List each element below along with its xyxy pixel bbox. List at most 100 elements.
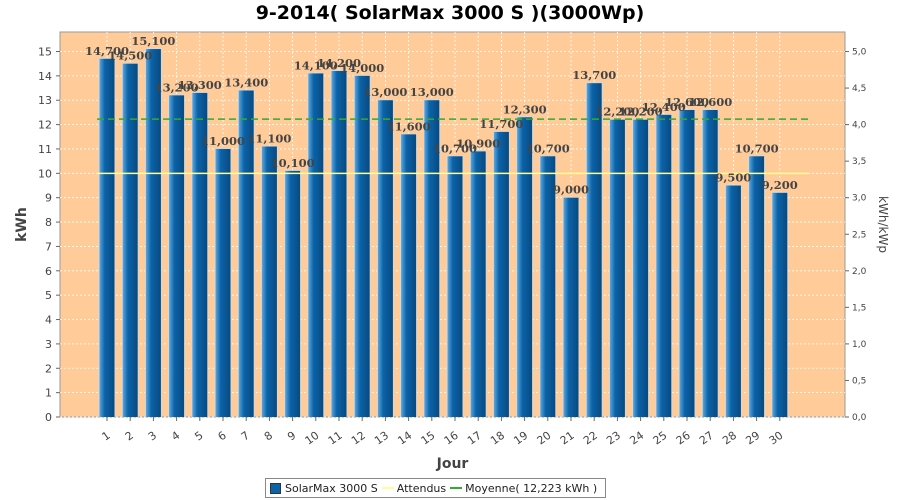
y-tick-label: 15	[38, 45, 52, 58]
y2-tick-label: 0,0	[852, 413, 867, 423]
x-tick-label: 7	[239, 429, 252, 444]
legend-label-production: SolarMax 3000 S	[285, 481, 378, 495]
bar	[424, 100, 440, 418]
bar-value-label: 10,700	[526, 141, 570, 155]
y2-axis-title: kWh/kWp	[876, 196, 890, 253]
y-tick-label: 12	[38, 119, 52, 132]
bar-value-label: 10,700	[735, 141, 779, 155]
x-tick-label: 12	[349, 429, 368, 448]
y-tick-label: 10	[38, 167, 52, 180]
x-tick-label: 20	[535, 429, 554, 448]
bar-value-label: 14,000	[340, 61, 384, 75]
y-tick-label: 3	[45, 338, 52, 351]
y2-tick-label: 1,5	[852, 303, 866, 313]
bar-value-label: 9,200	[762, 178, 798, 192]
x-tick-label: 29	[743, 429, 762, 448]
bar	[401, 134, 417, 417]
x-tick-label: 5	[192, 429, 205, 444]
bar-value-label: 13,700	[572, 68, 616, 82]
x-tick-label: 4	[169, 429, 182, 444]
y-tick-label: 1	[45, 387, 52, 400]
bar	[354, 75, 370, 418]
chart-title: 9-2014( SolarMax 3000 S )(3000Wp)	[255, 2, 645, 24]
bar-value-label: 9,000	[553, 183, 589, 197]
y-tick-label: 5	[45, 289, 52, 302]
bar-value-label: 13,300	[178, 78, 222, 92]
y-tick-label: 6	[45, 265, 52, 278]
bar-value-label: 9,500	[715, 171, 751, 185]
y-axis-title: kWh	[14, 207, 30, 242]
bar-value-label: 12,600	[688, 95, 732, 109]
x-tick-label: 2	[123, 429, 136, 444]
y-tick-label: 11	[38, 143, 52, 156]
bar	[493, 131, 509, 417]
x-tick-label: 9	[285, 429, 298, 444]
bar	[725, 185, 741, 417]
bar	[563, 197, 579, 417]
y2-tick-label: 3,5	[852, 157, 866, 167]
x-tick-label: 19	[511, 429, 530, 448]
bar	[261, 146, 277, 417]
bar-value-label: 12,200	[595, 105, 639, 119]
bar	[447, 156, 463, 417]
y2-tick-label: 1,0	[852, 340, 867, 350]
legend-item-moyenne: Moyenne( 12,223 kWh )	[450, 482, 597, 495]
bar-value-label: 15,100	[131, 34, 175, 48]
x-tick-label: 15	[419, 429, 438, 448]
bar-value-label: 12,300	[503, 102, 547, 116]
bar-value-label: 11,700	[479, 117, 523, 131]
bar-value-label: 10,900	[456, 136, 500, 150]
x-tick-label: 26	[674, 429, 693, 448]
bar-value-label: 13,400	[224, 75, 268, 89]
legend-label-moyenne: Moyenne( 12,223 kWh )	[465, 481, 598, 495]
y-tick-label: 4	[45, 314, 52, 327]
x-tick-label: 17	[465, 429, 484, 448]
bar-value-label: 12,600	[665, 95, 709, 109]
x-tick-label: 11	[326, 429, 345, 448]
x-tick-label: 8	[262, 429, 275, 444]
bar	[702, 109, 718, 418]
bar	[679, 109, 695, 418]
y2-tick-label: 5,0	[852, 48, 867, 58]
legend-moyenne-swatch	[450, 487, 463, 489]
legend-bar-swatch	[270, 482, 281, 494]
x-tick-label: 24	[627, 429, 646, 448]
bar-value-label: 12,200	[619, 105, 663, 119]
x-axis-title: Jour	[436, 456, 469, 472]
bar	[215, 148, 231, 417]
bar-value-label: 10,100	[271, 156, 315, 170]
y2-tick-label: 3,0	[852, 194, 867, 204]
bar	[238, 90, 254, 417]
bar	[99, 58, 115, 417]
x-tick-label: 27	[697, 429, 716, 448]
x-tick-label: 3	[146, 429, 159, 444]
legend-item-production: SolarMax 3000 S	[270, 482, 378, 495]
legend-item-attendus: Attendus	[381, 482, 446, 495]
x-tick-label: 6	[216, 429, 229, 444]
y-tick-label: 13	[38, 94, 52, 107]
bar	[586, 83, 602, 417]
y-tick-label: 7	[45, 240, 52, 253]
y2-tick-label: 2,5	[852, 230, 866, 240]
bar-value-label: 14,700	[85, 44, 129, 58]
bar	[470, 151, 486, 417]
x-tick-label: 16	[442, 429, 461, 448]
bar-value-label: 11,000	[201, 134, 245, 148]
x-tick-label: 18	[488, 429, 507, 448]
bar	[517, 117, 533, 417]
legend-attendus-swatch	[381, 487, 394, 489]
bar	[540, 156, 556, 417]
bar	[772, 192, 788, 417]
bar-value-label: 13,000	[410, 85, 454, 99]
bar	[285, 170, 301, 417]
bar-value-label: 12,400	[642, 100, 686, 114]
legend: SolarMax 3000 S Attendus Moyenne( 12,223…	[265, 478, 607, 498]
bar	[633, 119, 649, 417]
y-tick-label: 8	[45, 216, 52, 229]
y2-tick-label: 0,5	[852, 376, 866, 386]
bar	[308, 73, 324, 418]
y-tick-label: 14	[38, 70, 52, 83]
bar	[331, 70, 347, 418]
bar	[656, 114, 672, 418]
x-tick-label: 23	[604, 429, 623, 448]
